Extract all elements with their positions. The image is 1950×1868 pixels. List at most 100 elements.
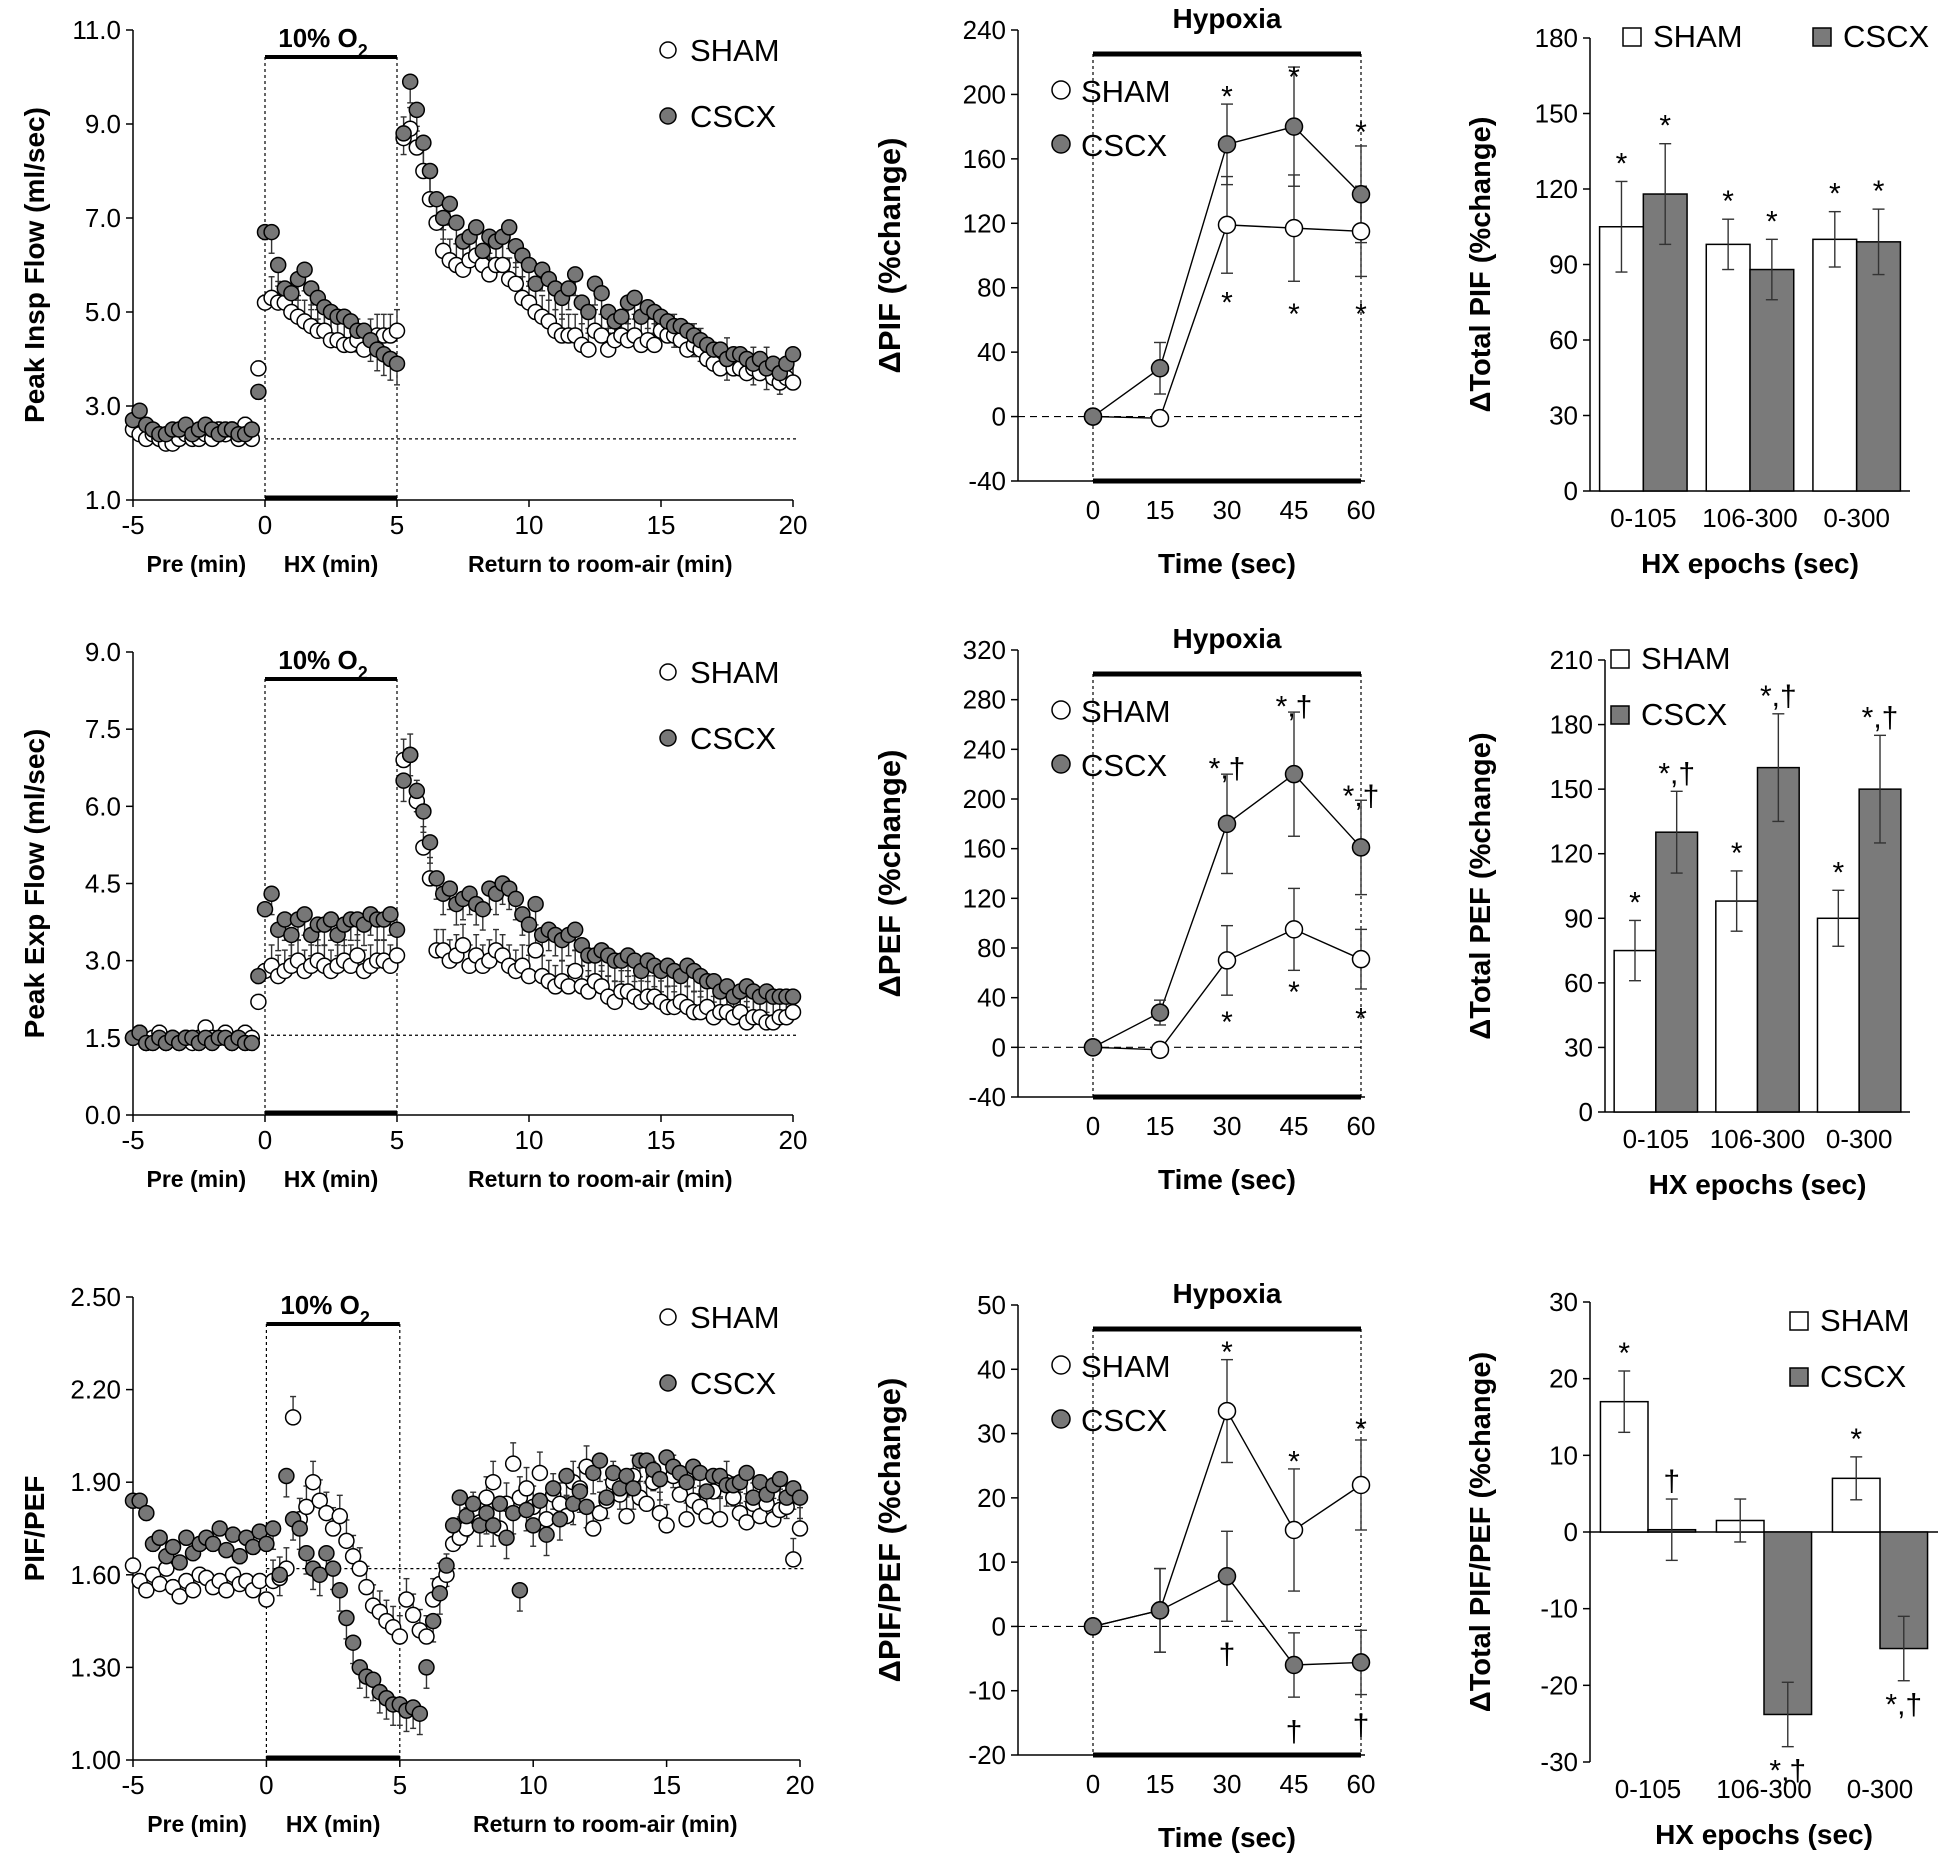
total2-y-tick-label: 180: [1550, 710, 1593, 740]
sham-point: [1351, 949, 1371, 969]
delta-x-tick-label: 45: [1280, 495, 1309, 525]
cscx-point: [441, 195, 459, 213]
time-x-tick-label: 15: [652, 1770, 681, 1800]
delta3-y-tick-label: 0: [992, 1611, 1006, 1641]
sham-point: [738, 1514, 755, 1531]
delta-x-tick-label: 15: [1146, 495, 1175, 525]
sham-point: [1150, 1040, 1170, 1060]
sham-point: [338, 1532, 355, 1550]
cscx-point: [578, 1498, 595, 1516]
total1-y-tick-label: 30: [1549, 401, 1578, 431]
sham-point: [258, 1591, 275, 1608]
delta1-y-tick-label: 200: [963, 79, 1006, 109]
total-panel-1: 0 30 60 90 120 150 180 * * 0-105 * * 106-300 * * 0-300 H…: [1465, 19, 1929, 579]
hypoxia-label: Hypoxia: [1173, 623, 1282, 654]
hypoxia-label: Hypoxia: [1173, 3, 1282, 34]
sham-point: [1284, 218, 1304, 238]
time-x-tick-label: 15: [647, 510, 676, 540]
time2-y-tick-label: 0.0: [85, 1100, 121, 1130]
cscx-point: [344, 1634, 362, 1651]
legend-label-cscx: CSCX: [1641, 697, 1727, 732]
sham-point: [785, 1551, 802, 1568]
cscx-point: [250, 967, 267, 985]
delta-x-tick-label: 60: [1347, 1769, 1376, 1799]
time-x-tick-label: 20: [779, 510, 808, 540]
sham-point: [1284, 920, 1304, 939]
sham-point: [791, 1520, 809, 1537]
legend-swatch-cscx: [1812, 27, 1832, 47]
sham-point: [580, 341, 597, 358]
cscx-point: [691, 1464, 709, 1482]
total-x-tick-label: 0-300: [1847, 1774, 1914, 1804]
total2-y-tick-label: 120: [1550, 839, 1593, 869]
cscx-point: [531, 1492, 549, 1509]
time-section-label: Return to room-air (min): [468, 551, 733, 577]
cscx-point: [263, 223, 280, 241]
sham-point: [171, 1588, 188, 1605]
delta2-y-tick-label: -40: [968, 1082, 1006, 1112]
sham-point: [566, 962, 584, 980]
time-section-label: HX (min): [284, 551, 379, 577]
sham-point: [418, 1628, 435, 1645]
legend-marker-sham: [659, 1308, 677, 1326]
sham-point: [1217, 215, 1237, 235]
delta-x-label: Time (sec): [1158, 548, 1296, 579]
cscx-point: [338, 1609, 355, 1627]
time-y-label: PIF/PEF: [19, 1476, 50, 1582]
time3-y-tick-label: 1.60: [70, 1560, 121, 1590]
cscx-point: [474, 900, 492, 918]
cscx-point: [558, 1467, 575, 1485]
cscx-point: [511, 1581, 529, 1599]
cscx-point: [625, 1480, 642, 1497]
legend-marker-sham: [1051, 1355, 1071, 1375]
time2-y-tick-label: 6.0: [85, 791, 121, 821]
total1-y-tick-label: 150: [1535, 99, 1578, 129]
cscx-point: [580, 303, 597, 321]
sham-point: [531, 1464, 549, 1482]
sham-point: [151, 1575, 168, 1593]
delta-x-label: Time (sec): [1158, 1822, 1296, 1853]
time-x-tick-label: 0: [259, 1770, 273, 1800]
cscx-point: [1150, 1003, 1170, 1022]
cscx-point: [178, 1529, 195, 1547]
cscx-point: [424, 1612, 442, 1630]
delta3-y-tick-label: -10: [968, 1676, 1006, 1706]
significance-marker: *: [1221, 1006, 1233, 1039]
cscx-point: [464, 1495, 482, 1513]
cscx-point: [560, 280, 577, 297]
total3-y-tick-label: -30: [1540, 1747, 1578, 1777]
total3-y-tick-label: -10: [1540, 1594, 1578, 1624]
cscx-point: [418, 1659, 435, 1676]
cscx-point: [296, 906, 313, 923]
legend-swatch-sham: [1622, 27, 1642, 47]
legend-label-cscx: CSCX: [1081, 1403, 1167, 1438]
cscx-point: [291, 1520, 308, 1537]
legend-marker-cscx: [659, 729, 677, 747]
significance-marker: *: [1850, 1423, 1862, 1456]
cscx-point: [1284, 117, 1304, 136]
cscx-point: [211, 1520, 228, 1537]
cscx-bar: [1655, 831, 1699, 1113]
cscx-point: [283, 926, 300, 944]
time-x-tick-label: 20: [786, 1770, 815, 1800]
time1-y-tick-label: 9.0: [85, 109, 121, 139]
sham-point: [638, 1495, 655, 1513]
cscx-point: [224, 1526, 242, 1543]
cscx-point: [791, 1489, 809, 1506]
cscx-point: [151, 1529, 168, 1547]
significance-marker: †: [1353, 1709, 1370, 1742]
sham-point: [784, 1003, 802, 1021]
delta2-y-tick-label: 240: [963, 734, 1006, 764]
o2-subscript: 2: [358, 41, 368, 61]
time-section-label: HX (min): [286, 1811, 381, 1837]
delta-x-tick-label: 0: [1086, 495, 1100, 525]
cscx-point: [408, 782, 426, 800]
cscx-point: [1351, 838, 1371, 857]
cscx-point: [243, 421, 261, 438]
sham-bar: [1812, 238, 1858, 492]
legend-label-sham: SHAM: [1820, 1303, 1910, 1338]
legend-marker-cscx: [659, 107, 677, 125]
cscx-bar: [1855, 241, 1902, 492]
total-panel-3: -30-20-100102030*†0-105*,†106-300**,†0-3…: [1465, 1287, 1938, 1850]
